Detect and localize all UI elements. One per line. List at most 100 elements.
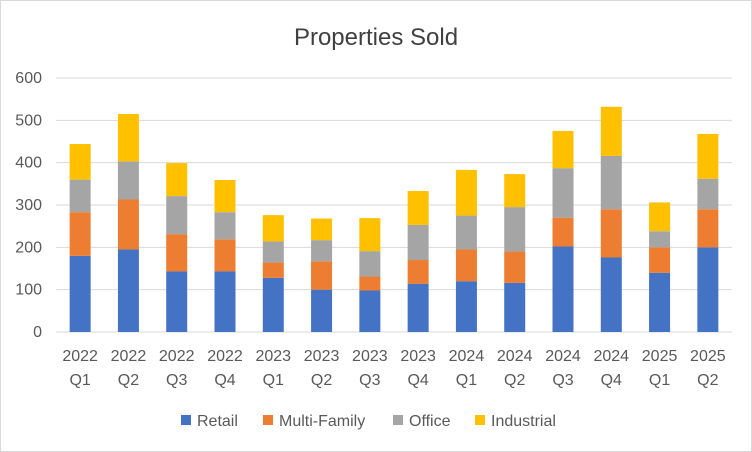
x-tick-label-quarter: Q1 [69, 372, 90, 389]
x-tick-label-year: 2025 [642, 348, 678, 365]
x-tick-label-quarter: Q2 [311, 372, 332, 389]
x-tick-label-quarter: Q4 [407, 372, 428, 389]
bar-segment [166, 234, 188, 272]
bar-segment [359, 218, 381, 252]
bars [69, 106, 719, 332]
bar-segment [262, 262, 284, 278]
x-tick-label-quarter: Q1 [649, 372, 670, 389]
bar-segment [117, 249, 139, 332]
legend: Retail Multi-Family Office Industrial [181, 413, 556, 430]
bar-segment [166, 196, 188, 235]
bar-segment [214, 180, 236, 213]
bar-segment [359, 290, 381, 332]
bar-segment [407, 191, 429, 225]
bar-segment [649, 272, 671, 332]
bar-segment [455, 215, 477, 250]
x-tick-label-quarter: Q2 [697, 372, 718, 389]
bar-segment [600, 106, 622, 156]
bar-segment [697, 133, 719, 179]
bar-segment [600, 155, 622, 210]
bar-segment [69, 179, 91, 213]
bar-segment [504, 207, 526, 252]
bar-segment [311, 218, 333, 241]
y-tick-label: 500 [15, 112, 42, 129]
x-tick-label-year: 2022 [62, 348, 98, 365]
legend-swatch [475, 415, 485, 425]
x-tick-label-year: 2022 [111, 348, 147, 365]
bar-segment [504, 282, 526, 332]
bar-segment [117, 161, 139, 200]
bar-segment [166, 163, 188, 197]
bar-segment [166, 271, 188, 332]
x-tick-label-quarter: Q2 [118, 372, 139, 389]
bar-segment [214, 239, 236, 272]
x-tick-label-year: 2024 [593, 348, 629, 365]
legend-label: Retail [197, 413, 238, 430]
bar-segment [552, 246, 574, 332]
x-tick-label-year: 2025 [690, 348, 726, 365]
y-tick-label: 400 [15, 155, 42, 172]
x-tick-label-year: 2023 [304, 348, 340, 365]
bar-segment [311, 261, 333, 290]
x-axis: 2022 Q1 2022 Q2 2022 Q3 2022 Q4 2023 Q1 2023 Q2 2023… [62, 348, 725, 389]
bar-segment [262, 241, 284, 263]
y-tick-label: 0 [33, 324, 42, 341]
x-tick-label-quarter: Q3 [166, 372, 187, 389]
bar-segment [649, 202, 671, 232]
bar-segment [262, 277, 284, 332]
x-tick-label-year: 2023 [352, 348, 388, 365]
bar-segment [117, 113, 139, 162]
legend-label: Industrial [491, 413, 556, 430]
bar-segment [69, 255, 91, 332]
y-tick-label: 300 [15, 197, 42, 214]
bar-segment [214, 271, 236, 332]
bar-segment [117, 199, 139, 250]
x-tick-label-quarter: Q3 [552, 372, 573, 389]
bar-segment [697, 209, 719, 248]
bar-segment [455, 249, 477, 282]
bar-segment [552, 168, 574, 218]
bar-segment [359, 276, 381, 291]
x-tick-label-quarter: Q1 [456, 372, 477, 389]
bar-segment [407, 283, 429, 332]
x-tick-label-year: 2023 [255, 348, 291, 365]
chart-title: Properties Sold [294, 24, 458, 51]
bar-segment [504, 251, 526, 283]
bar-segment [649, 231, 671, 248]
legend-swatch [263, 415, 273, 425]
bar-segment [407, 260, 429, 284]
bar-segment [311, 240, 333, 262]
x-tick-label-year: 2024 [545, 348, 581, 365]
bar-segment [311, 289, 333, 332]
legend-label: Office [409, 413, 451, 430]
y-tick-label: 100 [15, 282, 42, 299]
x-tick-label-quarter: Q2 [504, 372, 525, 389]
bar-segment [697, 247, 719, 332]
bar-segment [649, 247, 671, 273]
x-tick-label-quarter: Q4 [214, 372, 235, 389]
x-tick-label-quarter: Q4 [601, 372, 622, 389]
bar-segment [552, 130, 574, 169]
x-tick-label-year: 2024 [449, 348, 485, 365]
bar-segment [600, 257, 622, 332]
bar-segment [69, 212, 91, 256]
y-axis: 0 100 200 300 400 500 600 [15, 70, 42, 341]
x-tick-label-year: 2022 [159, 348, 195, 365]
legend-swatch [393, 415, 403, 425]
bar-segment [359, 251, 381, 277]
bar-segment [262, 215, 284, 242]
bar-segment [504, 174, 526, 208]
legend-label: Multi-Family [279, 413, 365, 430]
x-tick-label-year: 2022 [207, 348, 243, 365]
y-tick-label: 200 [15, 239, 42, 256]
bar-segment [214, 212, 236, 240]
legend-swatch [181, 415, 191, 425]
bar-segment [455, 281, 477, 332]
x-tick-label-year: 2024 [497, 348, 533, 365]
bar-segment [697, 178, 719, 210]
gridlines [56, 77, 732, 333]
x-tick-label-quarter: Q3 [359, 372, 380, 389]
bar-segment [69, 144, 91, 180]
bar-segment [552, 217, 574, 247]
